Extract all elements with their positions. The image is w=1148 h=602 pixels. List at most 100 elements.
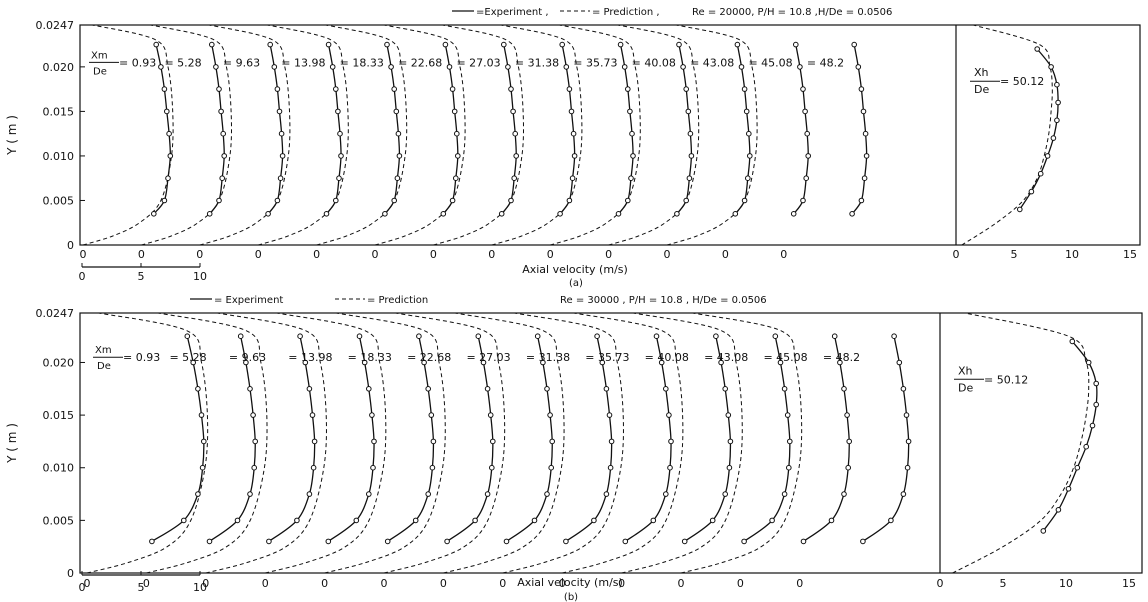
station-label: = 35.73: [573, 56, 617, 69]
station-profile: 0 = 5.28: [143, 312, 268, 590]
experiment-profile-line: [209, 44, 225, 215]
experiment-data-point: [747, 153, 753, 159]
experiment-data-point: [557, 211, 563, 217]
station-label: = 40.08: [645, 351, 689, 364]
legend-prediction-label: = Prediction ,: [592, 7, 660, 18]
experiment-data-point: [800, 86, 806, 92]
experiment-data-point: [800, 197, 806, 204]
experiment-data-point: [787, 438, 793, 445]
experiment-data-point: [628, 175, 634, 181]
station-label: = 18.33: [348, 351, 392, 364]
final-experiment-point: [1055, 99, 1061, 106]
experiment-data-point: [805, 153, 812, 159]
experiment-data-point: [209, 41, 215, 48]
station-profile: 0 = 13.98: [255, 24, 349, 261]
experiment-data-point: [219, 175, 225, 181]
station-zero-label: 0: [678, 577, 685, 590]
station-profile: 0 = 35.73: [559, 312, 684, 590]
station-profile: 0 = 43.08: [664, 24, 758, 261]
experiment-profile-line: [851, 44, 868, 215]
xh-label-denominator: De: [958, 381, 973, 394]
y-tick-label: 0.005: [43, 514, 75, 527]
chart-parameters: Re = 30000 , P/H = 10.8 , H/De = 0.0506: [560, 295, 767, 306]
experiment-data-point: [151, 211, 157, 217]
station-profile: 0 = 45.08: [722, 41, 812, 261]
station-zero-label: 0: [430, 248, 437, 261]
experiment-data-point: [302, 359, 309, 366]
experiment-data-point: [667, 464, 673, 471]
experiment-data-point: [781, 386, 788, 392]
experiment-data-point: [252, 438, 258, 445]
experiment-data-point: [722, 491, 729, 497]
experiment-data-point: [384, 538, 391, 545]
plot-frame: [79, 312, 1143, 574]
experiment-data-point: [337, 130, 343, 137]
experiment-data-point: [237, 333, 244, 340]
experiment-data-point: [841, 386, 847, 392]
station-zero-label: 0: [547, 248, 554, 261]
experiment-data-point: [181, 517, 187, 524]
experiment-data-point: [454, 130, 460, 137]
y-tick-label: 0: [67, 567, 74, 580]
station-zero-label: 0: [722, 248, 729, 261]
y-tick-label: 0.010: [43, 462, 75, 475]
experiment-data-point: [309, 412, 316, 418]
experiment-data-point: [904, 464, 911, 471]
station-zero-label: 0: [559, 577, 566, 590]
experiment-data-point: [594, 333, 600, 340]
station-zero-label: 0: [664, 248, 671, 261]
experiment-data-point: [630, 153, 636, 159]
experiment-data-point: [685, 108, 692, 115]
y-axis-label: Y ( m ): [5, 423, 19, 464]
experiment-data-point: [563, 538, 569, 545]
experiment-data-point: [680, 64, 686, 70]
station-profile: 0 = 40.08: [605, 24, 700, 261]
final-experiment-point: [1028, 188, 1035, 195]
right-x-tick-label: 5: [1011, 248, 1018, 261]
experiment-data-point: [851, 41, 858, 48]
legend-experiment-label: = Experiment: [214, 295, 283, 306]
station-zero-label: 0: [143, 577, 150, 590]
experiment-data-point: [430, 438, 437, 445]
experiment-data-point: [858, 197, 865, 204]
experiment-data-point: [306, 491, 313, 497]
experiment-data-point: [622, 538, 629, 545]
prediction-profile-line: [502, 312, 624, 574]
experiment-data-point: [658, 359, 665, 366]
experiment-data-point: [746, 130, 752, 137]
right-x-tick-label: 10: [1059, 577, 1073, 590]
experiment-data-point: [726, 464, 733, 471]
final-experiment-point: [1065, 486, 1072, 492]
experiment-data-point: [844, 412, 850, 418]
experiment-data-point: [549, 438, 556, 445]
legend-experiment-label: =Experiment ,: [476, 7, 549, 18]
prediction-profile-line: [146, 312, 268, 574]
experiment-data-point: [534, 333, 541, 340]
experiment-data-point: [900, 386, 907, 392]
experiment-data-point: [277, 175, 284, 181]
station-label: = 5.28: [164, 56, 201, 69]
xm-label-numerator: Xm: [95, 345, 112, 356]
experiment-data-point: [475, 333, 482, 340]
experiment-data-point: [571, 153, 578, 159]
station-profile: 0 = 5.28: [138, 24, 233, 261]
station-profile: 0 = 31.38: [499, 312, 624, 590]
experiment-data-point: [709, 517, 716, 524]
scale-bar-tick-label: 10: [193, 270, 207, 283]
experiment-data-point: [668, 438, 674, 445]
station-label: = 13.98: [288, 351, 332, 364]
experiment-data-point: [247, 491, 253, 497]
final-experiment-point: [1037, 170, 1044, 177]
experiment-data-point: [544, 491, 550, 497]
experiment-data-point: [158, 64, 164, 70]
experiment-data-point: [790, 211, 797, 217]
experiment-data-point: [544, 386, 550, 392]
experiment-data-point: [166, 130, 172, 137]
experiment-data-point: [449, 86, 456, 92]
experiment-data-point: [803, 175, 810, 181]
station-profile: 0 = 18.33: [321, 312, 446, 590]
panel-label: (b): [564, 592, 578, 602]
station-profile: 0 Xm De = 0.93: [84, 312, 209, 590]
experiment-data-point: [905, 438, 912, 445]
